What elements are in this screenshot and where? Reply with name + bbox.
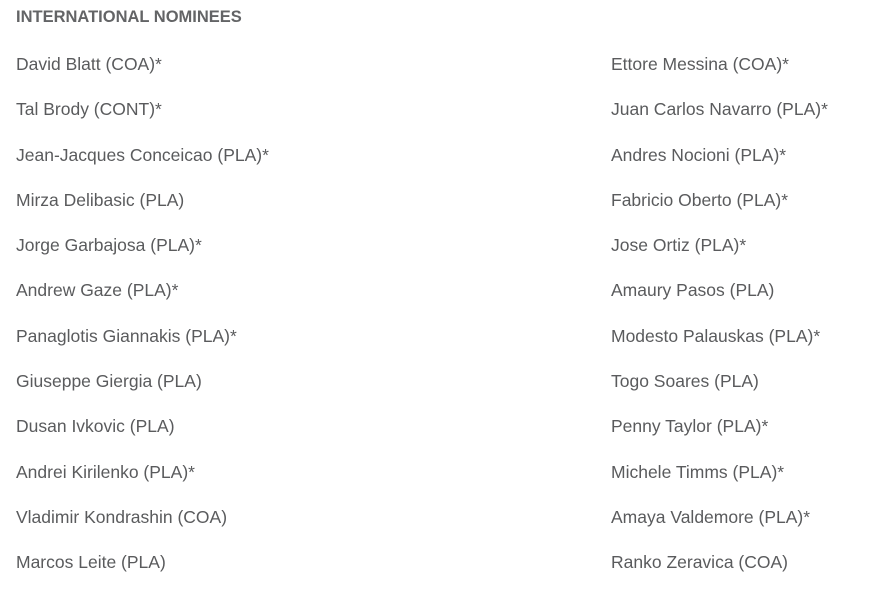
nominee-item: Jose Ortiz (PLA)* (611, 235, 747, 256)
nominee-item: Panaglotis Giannakis (PLA)* (16, 325, 237, 346)
nominee-item: Andres Nocioni (PLA)* (611, 144, 787, 165)
nominee-list-left: David Blatt (COA)* Tal Brody (CONT)* Jean-… (16, 46, 269, 590)
nominee-item: Vladimir Kondrashin (COA) (16, 506, 228, 527)
nominee-item: Dusan Ivkovic (PLA) (16, 416, 175, 437)
section-heading: INTERNATIONAL NOMINEES (16, 8, 242, 26)
nominee-item: Togo Soares (PLA) (611, 371, 759, 392)
nominee-item: Jorge Garbajosa (PLA)* (16, 235, 202, 256)
nominee-item: Ettore Messina (COA)* (611, 54, 789, 74)
nominee-item: Andrew Gaze (PLA)* (16, 280, 179, 301)
nominee-item: Ranko Zeravica (COA) (611, 552, 788, 573)
nominee-item: Juan Carlos Navarro (PLA)* (611, 99, 828, 120)
nominee-item: Giuseppe Giergia (PLA) (16, 371, 202, 392)
nominee-item: Modesto Palauskas (PLA)* (611, 325, 821, 346)
nominee-item: Andrei Kirilenko (PLA)* (16, 461, 195, 482)
nominee-item: Marcos Leite (PLA) (16, 552, 166, 573)
nominee-item: Amaya Valdemore (PLA)* (611, 506, 811, 527)
nominee-item: Tal Brody (CONT)* (16, 99, 162, 120)
nominee-item: Amaury Pasos (PLA) (611, 280, 775, 301)
nominee-item: Penny Taylor (PLA)* (611, 416, 769, 437)
nominee-item: David Blatt (COA)* (16, 54, 162, 74)
nominee-item: Jean-Jacques Conceicao (PLA)* (16, 144, 269, 165)
nominee-list-right: Ettore Messina (COA)* Juan Carlos Navarro… (611, 46, 828, 590)
nominee-item: Fabricio Oberto (PLA)* (611, 189, 789, 210)
nominee-item: Mirza Delibasic (PLA) (16, 189, 185, 210)
nominee-item: Michele Timms (PLA)* (611, 461, 785, 482)
